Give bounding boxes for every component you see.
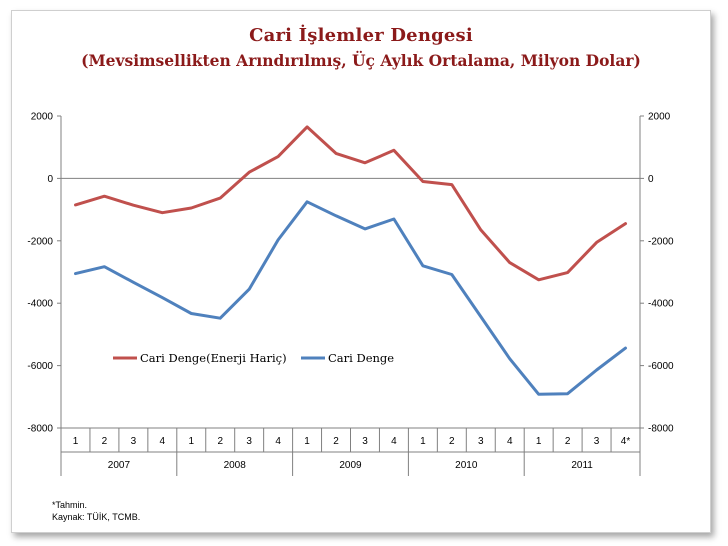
x-year-label: 2008 xyxy=(224,460,247,471)
x-quarter-label: 4 xyxy=(391,436,397,447)
chart-subtitle: (Mevsimsellikten Arındırılmış, Üç Aylık … xyxy=(81,51,641,70)
y-tick-label-left: -2000 xyxy=(27,236,53,247)
x-quarter-label: 3 xyxy=(594,436,600,447)
x-year-label: 2009 xyxy=(339,460,362,471)
x-quarter-label: 4 xyxy=(507,436,513,447)
x-quarter-label: 2 xyxy=(217,436,223,447)
x-quarter-label: 3 xyxy=(246,436,252,447)
source-note: Kaynak: TÜİK, TCMB. xyxy=(52,512,141,522)
chart-title: Cari İşlemler Dengesi xyxy=(249,25,473,46)
x-quarter-label: 3 xyxy=(478,436,484,447)
legend-label-2: Cari Denge xyxy=(328,351,394,365)
x-quarter-label: 1 xyxy=(304,436,310,447)
x-year-label: 2011 xyxy=(571,460,593,471)
series-line-1 xyxy=(74,125,627,282)
y-tick-label-right: -4000 xyxy=(648,299,674,310)
y-tick-label-left: -6000 xyxy=(27,361,53,372)
x-quarter-label: 3 xyxy=(131,436,137,447)
x-quarter-label: 4 xyxy=(160,436,166,447)
x-quarter-label: 2 xyxy=(333,436,339,447)
x-quarter-label: 3 xyxy=(362,436,368,447)
chart-card: Cari İşlemler Dengesi (Mevsimsellikten A… xyxy=(11,10,711,533)
legend-label-1: Cari Denge(Enerji Hariç) xyxy=(140,351,287,365)
x-year-label: 2007 xyxy=(108,460,131,471)
x-quarter-label: 1 xyxy=(420,436,426,447)
y-tick-label-left: 0 xyxy=(47,174,53,185)
x-quarter-label: 4* xyxy=(621,436,631,447)
series-line-2 xyxy=(74,200,627,396)
x-quarter-label: 4 xyxy=(275,436,281,447)
y-tick-label-right: 2000 xyxy=(648,112,671,123)
x-quarter-label: 1 xyxy=(73,436,79,447)
x-quarter-label: 2 xyxy=(102,436,108,447)
y-tick-label-left: -8000 xyxy=(27,424,53,435)
x-quarter-label: 2 xyxy=(449,436,455,447)
x-quarter-label: 1 xyxy=(188,436,194,447)
y-tick-label-left: 2000 xyxy=(31,112,54,123)
x-year-label: 2010 xyxy=(455,460,478,471)
y-tick-label-right: 0 xyxy=(648,174,654,185)
footnote: *Tahmin. xyxy=(52,500,88,510)
y-tick-label-right: -2000 xyxy=(648,236,674,247)
x-quarter-label: 2 xyxy=(565,436,571,447)
y-tick-label-left: -4000 xyxy=(27,299,53,310)
y-tick-label-right: -6000 xyxy=(648,361,674,372)
y-tick-label-right: -8000 xyxy=(648,424,674,435)
x-quarter-label: 1 xyxy=(536,436,542,447)
